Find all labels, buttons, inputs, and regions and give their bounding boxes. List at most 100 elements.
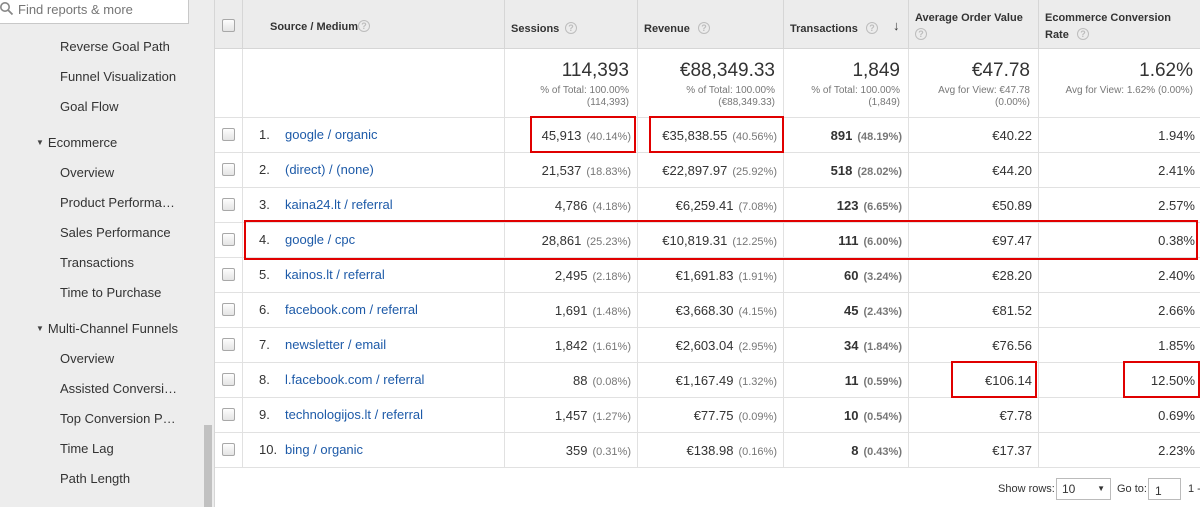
header-ecommerce-conversion-rate[interactable]: Ecommerce Conversion Rate ? bbox=[1039, 0, 1200, 49]
nav-item-path-length[interactable]: Path Length bbox=[60, 471, 131, 486]
ecr-value: 2.23% bbox=[1158, 443, 1195, 458]
nav-item-mcf-overview[interactable]: Overview bbox=[60, 351, 115, 366]
nav-group-ecommerce[interactable]: ▼ Ecommerce bbox=[36, 135, 117, 151]
source-medium-link[interactable]: newsletter / email bbox=[285, 337, 387, 352]
row-checkbox[interactable] bbox=[222, 198, 235, 211]
total-transactions-sub: % of Total: 100.00% (1,849) bbox=[811, 85, 900, 108]
transactions-value: 60 bbox=[844, 268, 859, 283]
row-checkbox[interactable] bbox=[222, 268, 235, 281]
transactions-value: 891 bbox=[830, 128, 853, 143]
transactions-percent: (0.59%) bbox=[863, 376, 902, 388]
table-footer: Show rows: 10 ▼ Go to: 1 - bbox=[215, 468, 1200, 507]
nav-group-ecommerce-label: Ecommerce bbox=[47, 135, 118, 150]
transactions-value: 518 bbox=[830, 163, 853, 178]
sessions-value: 88 bbox=[573, 373, 588, 388]
nav-item-time-lag[interactable]: Time Lag bbox=[60, 441, 114, 456]
table-row: 1. google / organic 45,913 (40.14%) €35,838.… bbox=[215, 118, 1200, 153]
help-icon[interactable]: ? bbox=[1077, 28, 1089, 40]
search-input[interactable] bbox=[15, 0, 175, 21]
table-row: 2. (direct) / (none) 21,537 (18.83%) €22,897… bbox=[215, 153, 1200, 188]
sidebar-scrollbar-track[interactable] bbox=[202, 0, 214, 507]
nav-item-time-to-purchase[interactable]: Time to Purchase bbox=[60, 285, 162, 300]
pagination-range: 1 - bbox=[1188, 483, 1200, 495]
source-medium-link[interactable]: l.facebook.com / referral bbox=[285, 372, 425, 387]
sidebar-scrollbar-thumb[interactable] bbox=[204, 425, 212, 507]
search-box[interactable] bbox=[0, 0, 189, 24]
row-checkbox[interactable] bbox=[222, 128, 235, 141]
transactions-value: 10 bbox=[844, 408, 859, 423]
row-checkbox[interactable] bbox=[222, 338, 235, 351]
total-revenue: €88,349.33 bbox=[679, 60, 775, 81]
header-transactions[interactable]: Transactions ? ↓ bbox=[784, 0, 909, 49]
transactions-value: 34 bbox=[844, 338, 859, 353]
nav-item-reverse-goal-path[interactable]: Reverse Goal Path bbox=[60, 39, 170, 54]
revenue-value: €1,691.83 bbox=[675, 268, 734, 283]
nav-item-product-performance[interactable]: Product Performa… bbox=[60, 195, 175, 210]
revenue-percent: (7.08%) bbox=[738, 201, 777, 213]
source-medium-link[interactable]: facebook.com / referral bbox=[285, 302, 418, 317]
row-index: 10. bbox=[259, 442, 278, 457]
ecr-value: 0.69% bbox=[1158, 408, 1195, 423]
row-index: 9. bbox=[259, 407, 270, 422]
header-revenue[interactable]: Revenue ? bbox=[638, 0, 784, 49]
source-medium-link[interactable]: google / cpc bbox=[285, 232, 356, 247]
table-row: 10. bing / organic 359 (0.31%) €138.98 (0.16%… bbox=[215, 433, 1200, 468]
nav-item-transactions[interactable]: Transactions bbox=[60, 255, 134, 270]
nav-item-assisted-conversions[interactable]: Assisted Conversi… bbox=[60, 381, 178, 396]
row-checkbox[interactable] bbox=[222, 443, 235, 456]
source-medium-link[interactable]: technologijos.lt / referral bbox=[285, 407, 424, 422]
ecr-value: 1.85% bbox=[1158, 338, 1195, 353]
header-sessions[interactable]: Sessions ? bbox=[505, 0, 638, 49]
header-ecr-label-line1: Ecommerce Conversion bbox=[1045, 12, 1171, 24]
source-medium-link[interactable]: kainos.lt / referral bbox=[285, 267, 385, 282]
sort-descending-icon[interactable]: ↓ bbox=[893, 18, 900, 33]
row-checkbox[interactable] bbox=[222, 163, 235, 176]
sessions-percent: (40.14%) bbox=[586, 131, 631, 143]
transactions-value: 45 bbox=[844, 303, 859, 318]
header-source-medium[interactable]: Source / Medium ? bbox=[243, 0, 505, 49]
aov-value: €106.14 bbox=[985, 373, 1032, 388]
nav-item-goal-flow[interactable]: Goal Flow bbox=[60, 99, 119, 114]
nav-item-funnel-visualization[interactable]: Funnel Visualization bbox=[60, 69, 177, 84]
nav-item-ecommerce-overview[interactable]: Overview bbox=[60, 165, 115, 180]
table-row: 7. newsletter / email 1,842 (1.61%) €2,603.0… bbox=[215, 328, 1200, 363]
total-sessions-sub: % of Total: 100.00% (114,393) bbox=[540, 85, 629, 108]
sessions-percent: (18.83%) bbox=[586, 166, 631, 178]
sessions-value: 28,861 bbox=[541, 233, 582, 248]
header-average-order-value[interactable]: Average Order Value ? bbox=[909, 0, 1039, 49]
help-icon[interactable]: ? bbox=[698, 22, 710, 34]
header-sessions-label: Sessions bbox=[511, 23, 560, 35]
select-all-checkbox[interactable] bbox=[222, 19, 235, 32]
sessions-value: 1,842 bbox=[554, 338, 588, 353]
help-icon[interactable]: ? bbox=[358, 20, 370, 32]
help-icon[interactable]: ? bbox=[565, 22, 577, 34]
transactions-percent: (0.43%) bbox=[863, 446, 902, 458]
row-index: 8. bbox=[259, 372, 270, 387]
aov-value: €7.78 bbox=[999, 408, 1032, 423]
row-checkbox[interactable] bbox=[222, 408, 235, 421]
help-icon[interactable]: ? bbox=[915, 28, 927, 40]
goto-input[interactable] bbox=[1148, 478, 1181, 500]
transactions-value: 111 bbox=[838, 233, 859, 248]
table-row: 3. kaina24.lt / referral 4,786 (4.18%) €6,25… bbox=[215, 188, 1200, 223]
sessions-percent: (25.23%) bbox=[586, 236, 631, 248]
source-medium-link[interactable]: (direct) / (none) bbox=[285, 162, 374, 177]
nav-group-multi-channel-funnels[interactable]: ▼ Multi-Channel Funnels bbox=[36, 321, 178, 337]
sessions-percent: (1.48%) bbox=[592, 306, 631, 318]
show-rows-label: Show rows: bbox=[998, 483, 1055, 495]
show-rows-select[interactable]: 10 ▼ bbox=[1056, 478, 1111, 500]
transactions-percent: (6.00%) bbox=[863, 236, 902, 248]
nav-item-sales-performance[interactable]: Sales Performance bbox=[60, 225, 171, 240]
caret-down-icon: ▼ bbox=[36, 138, 44, 147]
row-checkbox[interactable] bbox=[222, 233, 235, 246]
row-checkbox[interactable] bbox=[222, 303, 235, 316]
nav-item-top-conversion-paths[interactable]: Top Conversion P… bbox=[60, 411, 176, 426]
table-row: 4. google / cpc 28,861 (25.23%) €10,819.31 (1… bbox=[215, 223, 1200, 258]
source-medium-link[interactable]: bing / organic bbox=[285, 442, 364, 457]
row-index: 7. bbox=[259, 337, 270, 352]
transactions-percent: (1.84%) bbox=[863, 341, 902, 353]
help-icon[interactable]: ? bbox=[866, 22, 878, 34]
source-medium-link[interactable]: kaina24.lt / referral bbox=[285, 197, 393, 212]
row-checkbox[interactable] bbox=[222, 373, 235, 386]
source-medium-link[interactable]: google / organic bbox=[285, 127, 378, 142]
